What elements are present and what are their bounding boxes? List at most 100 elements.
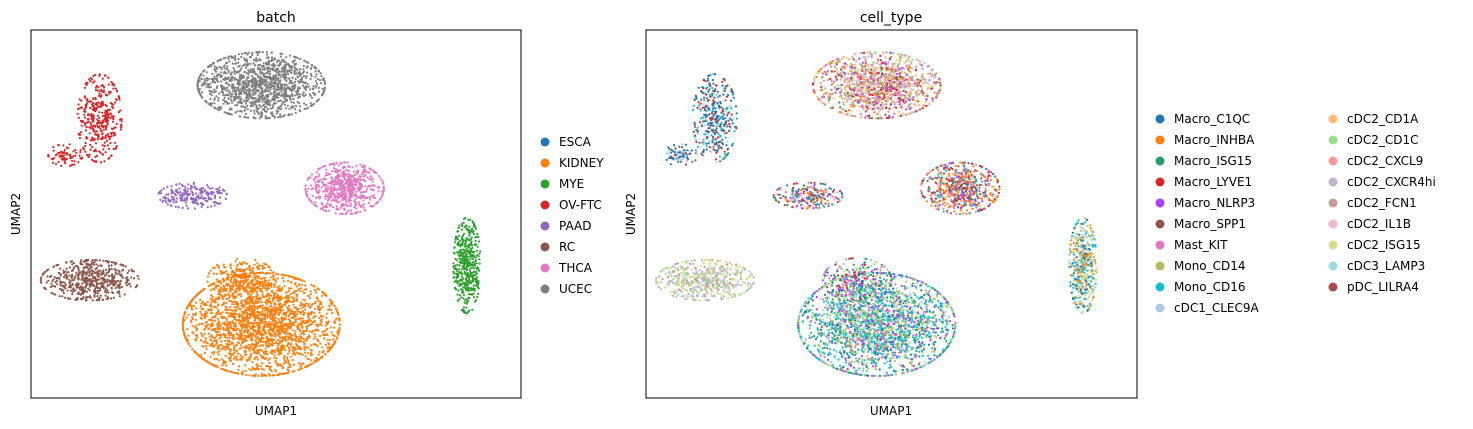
data-point <box>314 201 317 204</box>
data-point <box>194 301 197 304</box>
data-point <box>322 190 325 193</box>
data-point <box>211 81 214 84</box>
data-point <box>101 153 104 156</box>
data-point <box>267 329 270 332</box>
data-point <box>258 300 261 303</box>
data-point <box>295 351 298 354</box>
data-point <box>286 358 289 361</box>
data-point <box>335 337 338 340</box>
data-point <box>98 269 101 272</box>
data-point <box>254 64 257 67</box>
data-point <box>327 188 330 191</box>
data-point <box>339 206 342 209</box>
data-point <box>466 301 469 304</box>
data-point <box>269 312 272 315</box>
data-point <box>318 316 321 319</box>
data-point <box>222 345 226 348</box>
data-point <box>98 74 101 77</box>
data-point <box>374 202 378 205</box>
data-point <box>299 365 302 368</box>
data-point <box>246 104 249 107</box>
data-point <box>365 170 368 173</box>
data-point <box>303 343 306 346</box>
data-point <box>248 367 251 370</box>
data-point <box>452 262 455 265</box>
data-point <box>115 280 118 283</box>
data-point <box>303 321 306 324</box>
data-point <box>279 82 282 85</box>
data-point <box>353 173 357 177</box>
data-point <box>287 366 290 369</box>
data-point <box>241 356 244 359</box>
data-point <box>349 204 352 207</box>
data-point <box>213 97 216 100</box>
data-point <box>230 93 233 96</box>
data-point <box>112 148 115 151</box>
data-point <box>222 332 225 335</box>
data-point <box>459 245 462 248</box>
data-point <box>321 203 324 206</box>
data-point <box>75 271 78 274</box>
data-point <box>245 262 248 265</box>
data-point <box>358 201 361 204</box>
data-point <box>269 88 272 91</box>
data-point <box>222 72 225 75</box>
data-point <box>268 331 271 334</box>
data-point <box>221 358 224 361</box>
data-point <box>307 85 310 88</box>
data-point <box>211 298 214 301</box>
data-point <box>102 114 105 118</box>
data-point <box>213 316 216 319</box>
data-point <box>298 310 301 313</box>
data-point <box>74 154 77 157</box>
data-point <box>253 308 256 312</box>
data-point <box>230 352 233 356</box>
data-point <box>199 188 202 191</box>
data-point <box>293 94 296 97</box>
data-point <box>91 299 94 302</box>
data-point <box>89 148 92 151</box>
data-point <box>270 60 273 63</box>
data-point <box>259 277 262 280</box>
data-point <box>314 329 317 332</box>
data-point <box>319 72 322 75</box>
data-point <box>260 349 263 352</box>
data-point <box>302 74 305 78</box>
data-point <box>254 298 257 301</box>
data-point <box>241 314 244 317</box>
data-point <box>322 331 325 334</box>
data-point <box>477 240 481 243</box>
data-point <box>292 101 296 104</box>
data-point <box>281 277 284 280</box>
data-point <box>51 284 55 288</box>
data-point <box>238 347 241 350</box>
data-point <box>221 91 225 94</box>
data-point <box>64 296 67 299</box>
data-point <box>305 75 308 78</box>
data-point <box>187 183 190 186</box>
data-point <box>71 273 74 276</box>
data-point <box>110 114 113 117</box>
data-point <box>191 347 194 351</box>
data-point <box>115 98 118 101</box>
data-point <box>190 184 193 187</box>
data-point <box>229 267 232 270</box>
data-point <box>103 281 106 285</box>
data-point <box>293 363 296 366</box>
data-point <box>264 286 267 289</box>
data-point <box>275 112 278 115</box>
data-point <box>97 86 100 89</box>
data-point <box>287 361 290 364</box>
data-point <box>253 112 256 115</box>
data-point <box>251 51 254 55</box>
data-point <box>372 196 375 199</box>
data-point <box>242 261 245 264</box>
data-point <box>92 130 95 133</box>
data-point <box>286 352 289 355</box>
data-point <box>312 84 315 88</box>
data-point <box>225 311 228 314</box>
data-point <box>215 339 218 342</box>
data-point <box>315 188 318 191</box>
data-point <box>474 239 477 242</box>
data-point <box>289 365 292 368</box>
